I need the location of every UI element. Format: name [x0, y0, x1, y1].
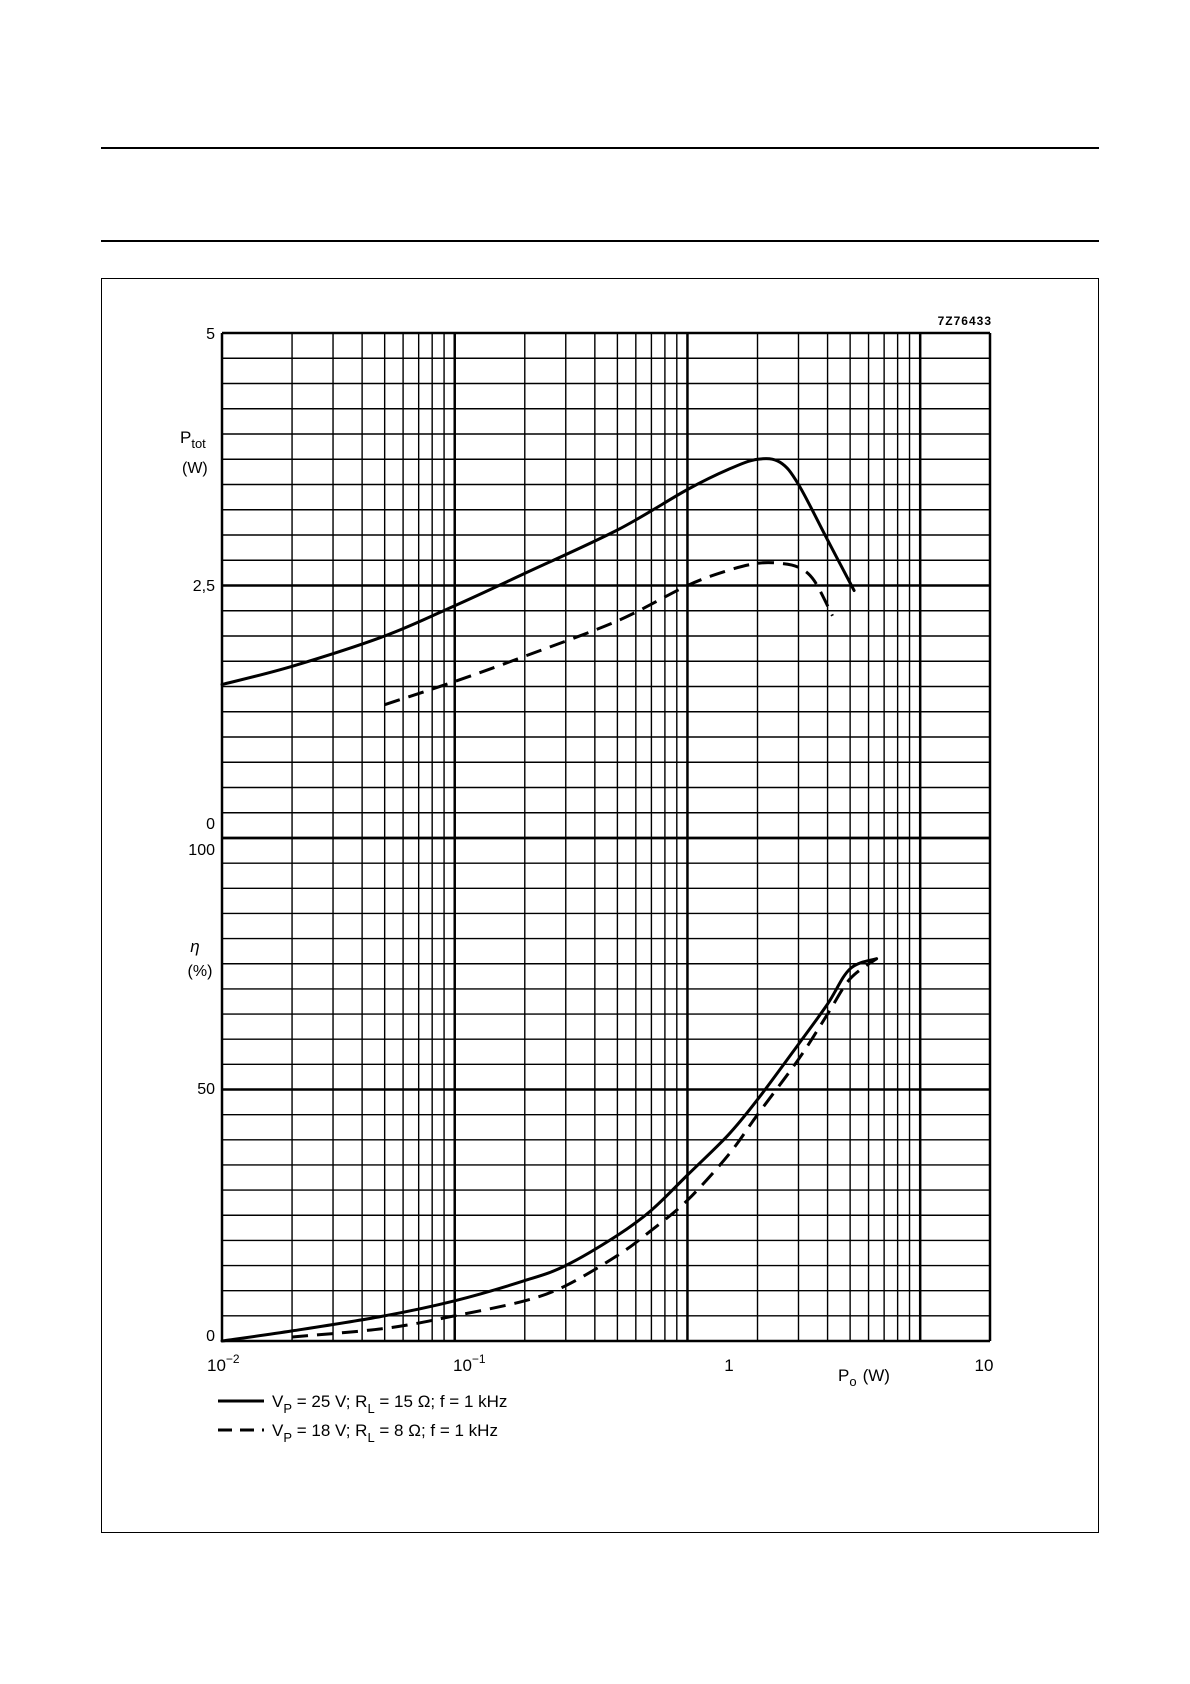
- figure-frame: [101, 278, 1099, 1533]
- bottom-y-axis-label: η: [190, 937, 199, 956]
- x-tick-label-10: 10: [975, 1356, 994, 1375]
- top-series-s1-solid: [220, 457, 856, 686]
- top-y-tick-label-0: 0: [206, 816, 215, 833]
- header-rule-bottom: [101, 240, 1099, 242]
- x-tick-label-1: 1: [724, 1356, 733, 1375]
- bottom-y-tick-label-100: 100: [188, 842, 215, 859]
- top-y-tick-label-2-5: 2,5: [193, 578, 215, 595]
- bottom-series-s2-dashed: [291, 957, 878, 1339]
- top-y-tick-label-5: 5: [206, 326, 215, 343]
- legend-entry-1: VP = 25 V; RL = 15 Ω; f = 1 kHz: [272, 1392, 507, 1416]
- bottom-y-axis-unit: (%): [188, 963, 213, 980]
- bottom-y-tick-label-50: 50: [197, 1081, 215, 1098]
- top-y-axis-unit: (W): [182, 460, 208, 477]
- top-y-axis-label: Ptot: [180, 428, 206, 451]
- x-tick-label-0-01: 10−2: [207, 1352, 240, 1375]
- top-series-s2-dashed: [384, 561, 834, 707]
- chart-labels: 7Z76433 Ptot (W) 5 2,5 0 η (%) 100 50 0 …: [180, 314, 993, 1445]
- figure-code: 7Z76433: [938, 314, 992, 328]
- header-rule-top: [101, 147, 1099, 149]
- x-tick-label-0-1: 10−1: [453, 1352, 486, 1375]
- bottom-chart-grid: [220, 836, 992, 1343]
- x-axis-label: Po (W): [838, 1366, 890, 1389]
- bottom-y-tick-label-0: 0: [206, 1328, 215, 1345]
- legend-entry-2: VP = 18 V; RL = 8 Ω; f = 1 kHz: [272, 1421, 498, 1445]
- series-lines: [220, 457, 879, 1343]
- bottom-series-s1-solid: [220, 957, 879, 1343]
- top-chart-grid: [220, 331, 992, 840]
